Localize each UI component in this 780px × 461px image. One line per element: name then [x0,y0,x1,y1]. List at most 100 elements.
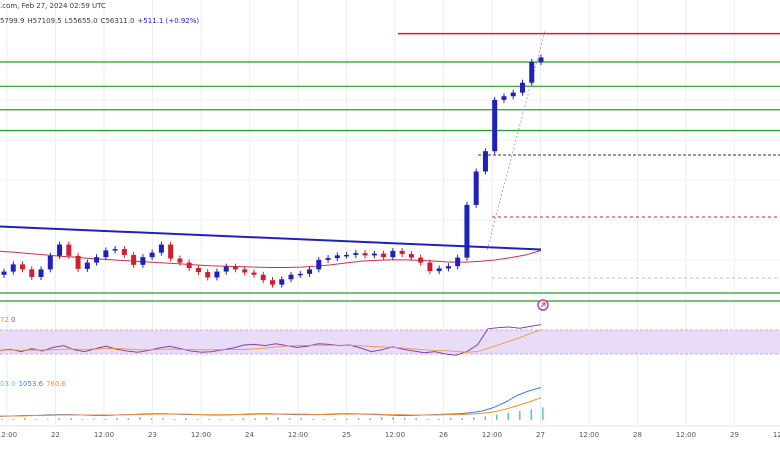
candle-41 [381,253,387,258]
macd-bar-46 [530,409,533,420]
macd-signal-line [0,397,542,417]
macd-bar-2 [24,418,26,420]
candle-48 [445,266,451,269]
candle-49 [455,257,461,267]
candle-57 [529,61,535,83]
ohlc-change: +511.1 (+0.92%) [137,17,200,25]
candle-1 [10,264,16,272]
chart-header: .com, Feb 27, 2024 02:59 UTC [0,2,106,10]
x-tick-label-6: 12:00 [288,431,308,439]
x-tick-label-15: 29 [730,431,739,439]
x-tick-label-3: 23 [148,431,157,439]
macd-bar-19 [219,419,222,420]
macd-bar-7 [81,419,84,420]
macd-bar-1 [12,419,15,420]
macd-bar-21 [242,418,245,420]
trend-line-path [0,225,542,251]
macd-bar-17 [196,419,199,420]
candle-20 [186,262,192,268]
rsi-panel [0,324,780,356]
ohlc-open: 5799.9 [0,17,25,25]
macd-bar-28 [323,419,325,420]
candle-15 [140,257,146,265]
macd-bar-35 [403,418,406,420]
candle-24 [223,266,229,272]
macd-bar-13 [150,418,153,420]
macd-bar-14 [162,418,164,420]
macd-bar-30 [346,419,348,420]
macd-label-value-1: 1053.6 [18,380,44,388]
candle-43 [399,250,405,255]
chart-grid [0,0,780,425]
candle-5 [47,255,53,270]
candle-18 [168,244,174,259]
candle-35 [325,258,331,260]
macd-bar-33 [380,417,383,420]
candle-4 [38,269,44,278]
projection-line [486,29,546,251]
candle-42 [390,250,396,258]
candle-36 [334,255,340,259]
candle-44 [408,254,414,258]
macd-panel [0,387,544,420]
macd-bar-22 [254,418,256,420]
macd-bar-11 [127,418,130,420]
x-tick-label-7: 25 [342,431,351,439]
candle-30 [279,279,285,285]
candle-26 [242,269,248,273]
horizontal-levels [0,29,780,302]
candle-37 [344,254,350,257]
ohlc-close: C56311.0 [100,17,135,25]
candle-39 [362,253,368,256]
candles [1,54,544,288]
ohlc-low: L55655.0 [64,17,98,25]
candle-0 [1,271,7,275]
candle-22 [205,272,211,278]
macd-bar-40 [461,418,464,420]
macd-label-value-0: 03.0 [0,380,16,388]
candle-12 [112,249,118,251]
macd-bar-45 [518,411,521,420]
event-marker-icon[interactable] [537,299,549,311]
macd-bar-41 [472,417,475,420]
header-text: .com, Feb 27, 2024 02:59 UTC [0,2,106,10]
macd-line [0,387,542,417]
macd-bar-16 [185,418,187,420]
candle-13 [121,249,127,255]
candle-29 [270,280,275,285]
rsi-label: 72 0 [0,316,16,324]
macd-bar-25 [288,418,291,420]
x-tick-label-0: 12:00 [0,431,17,439]
candle-50 [464,204,470,258]
macd-bar-10 [116,418,118,420]
candle-45 [418,257,424,263]
macd-bar-6 [70,418,72,420]
macd-bar-39 [449,418,452,420]
x-tick-label-16: 12:00 [773,431,780,439]
rsi-label-value-1: 0 [11,316,16,324]
candle-46 [427,262,433,272]
rsi-band [0,330,780,354]
event-marker-arrow [540,302,546,308]
candle-33 [307,269,313,274]
candle-56 [519,82,525,93]
candle-17 [158,244,164,253]
macd-bar-38 [438,419,441,420]
x-tick-label-4: 12:00 [191,431,211,439]
macd-bar-27 [311,419,314,420]
macd-bar-24 [277,417,279,420]
candle-27 [251,272,257,275]
rsi-smooth-line [0,329,542,353]
rsi-line [0,324,542,356]
macd-bar-3 [35,419,38,420]
macd-bar-26 [300,418,302,420]
macd-label: 03.0 1053.6 760.6 [0,380,69,388]
candle-51 [473,171,479,205]
macd-bar-15 [173,419,176,420]
candle-21 [195,267,201,273]
rsi-label-value-0: 72 [0,316,9,324]
macd-bar-23 [265,417,268,420]
candle-23 [214,271,220,278]
macd-bar-37 [426,419,429,420]
